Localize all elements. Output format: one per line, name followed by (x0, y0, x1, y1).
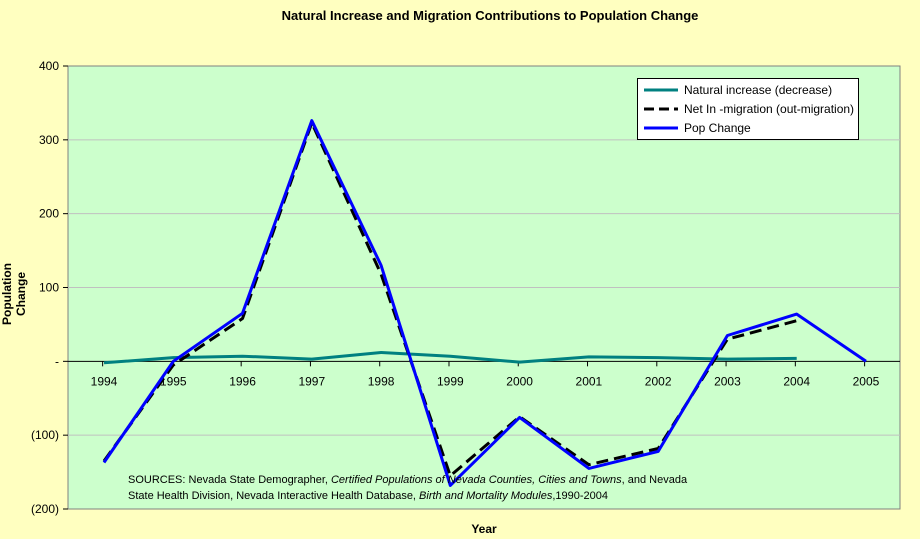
legend-label-net-migration: Net In -migration (out-migration) (684, 102, 855, 116)
legend-label-pop-change: Pop Change (684, 121, 751, 135)
x-tick-label: 1999 (437, 374, 464, 388)
legend-swatch-net-migration (644, 107, 678, 111)
y-tick-label: - (55, 354, 59, 368)
x-axis-label: Year (471, 522, 497, 536)
x-tick-label: 2001 (576, 374, 603, 388)
sources-title-populations: Certified Populations of Nevada Counties… (330, 474, 622, 486)
sources-annotation: SOURCES: Nevada State Demographer, Certi… (128, 472, 688, 504)
series-line-net-in-migration-out-migration (102, 121, 798, 478)
legend-label-natural-increase: Natural increase (decrease) (684, 83, 833, 97)
legend-swatch-pop-change (644, 126, 678, 130)
sources-text: State Health Division, Nevada Interactiv… (128, 490, 420, 502)
series-line-pop-change (102, 119, 867, 487)
sources-text: , and Nevada (621, 474, 688, 486)
series-line-natural-increase-decrease (103, 351, 797, 365)
x-tick-label: 1996 (229, 374, 256, 388)
x-tick-label: 1998 (368, 374, 395, 388)
x-tick-label: 2004 (783, 374, 810, 388)
x-tick-label: 2000 (506, 374, 533, 388)
chart-title: Natural Increase and Migration Contribut… (281, 8, 699, 23)
x-tick-label: 1994 (91, 374, 118, 388)
sources-text: SOURCES: Nevada State Demographer, (128, 474, 331, 486)
legend: Natural increase (decrease) Net In -migr… (637, 78, 859, 140)
legend-swatch-natural-increase (644, 88, 678, 92)
y-tick-label: 400 (39, 59, 59, 73)
y-tick-label: 100 (39, 281, 59, 295)
y-axis-label: Population Change (0, 263, 28, 325)
sources-text: ,1990-2004 (552, 490, 608, 502)
x-tick-label: 1995 (160, 374, 187, 388)
y-tick-label: 300 (39, 133, 59, 147)
sources-title-modules: Birth and Mortality Modules (419, 490, 553, 502)
y-tick-label: (100) (31, 428, 59, 442)
y-tick-label: (200) (31, 502, 59, 516)
x-tick-label: 2005 (853, 374, 880, 388)
x-tick-label: 2003 (714, 374, 741, 388)
y-tick-label: 200 (39, 207, 59, 221)
x-tick-label: 1997 (298, 374, 325, 388)
x-tick-label: 2002 (645, 374, 672, 388)
